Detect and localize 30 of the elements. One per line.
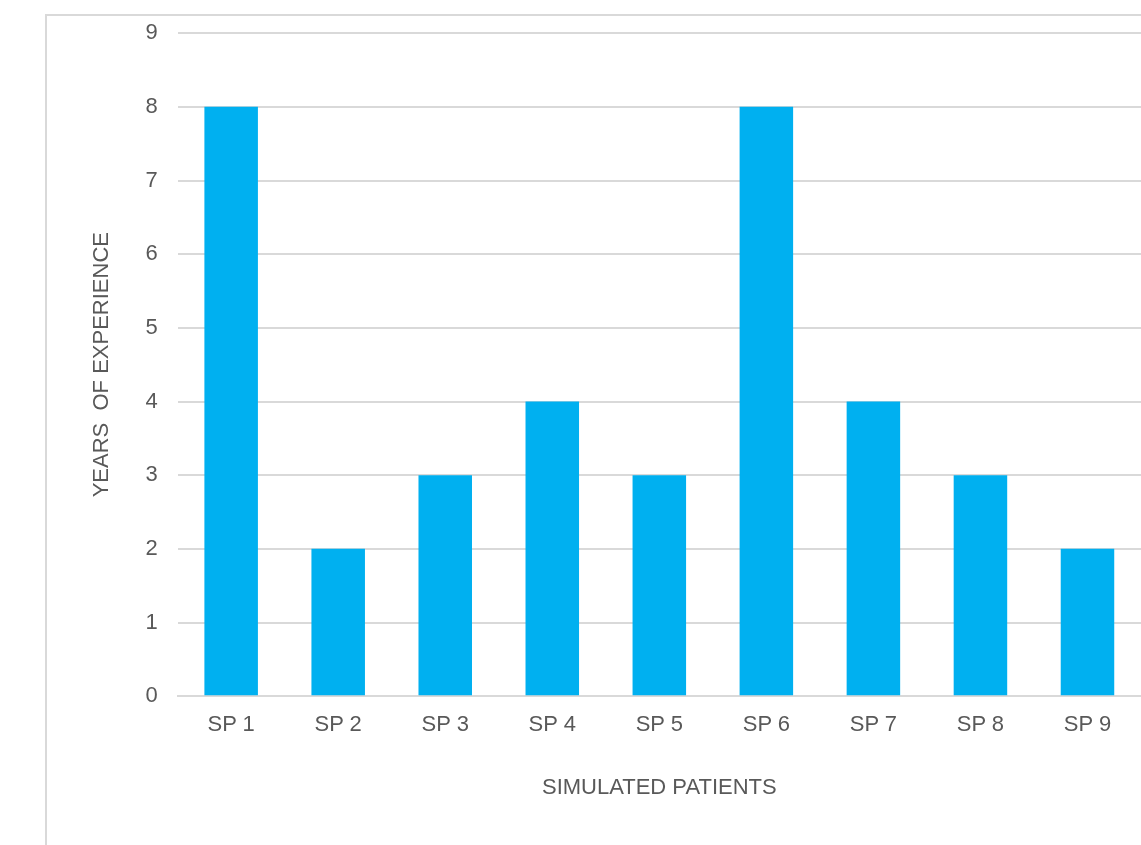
y-tick-label: 3 [145,461,158,487]
x-tick-label: SP 3 [421,711,469,737]
bar [1060,548,1115,696]
y-tick-label: 2 [145,534,158,560]
x-tick-label: SP 6 [742,711,791,737]
y-axis-title: YEARS OF EXPERIENCE [88,232,114,498]
bar [525,401,580,696]
bar [846,401,901,696]
x-axis-title: SIMULATED PATIENTS [541,773,777,799]
x-tick-label: SP 7 [849,711,898,737]
x-tick-label: SP 8 [956,711,1005,737]
bar [311,548,365,696]
y-tick-label: 7 [145,166,158,192]
bar [739,106,794,696]
y-tick-label: 0 [145,682,158,708]
x-tick-label: SP 9 [1063,711,1112,737]
y-tick-label: 4 [145,387,158,413]
bar [632,475,687,696]
y-tick-label: 6 [145,240,158,266]
x-tick-label: SP 1 [207,711,255,737]
bar [953,475,1008,696]
y-tick-label: 1 [145,608,158,634]
y-tick-label: 9 [145,19,158,45]
bar [204,106,258,696]
x-tick-label: SP 5 [635,711,683,737]
bar [418,475,472,696]
x-tick-label: SP 2 [314,711,362,737]
y-tick-label: 8 [145,92,158,118]
y-tick-label: 5 [145,313,158,339]
x-tick-label: SP 4 [528,711,576,737]
